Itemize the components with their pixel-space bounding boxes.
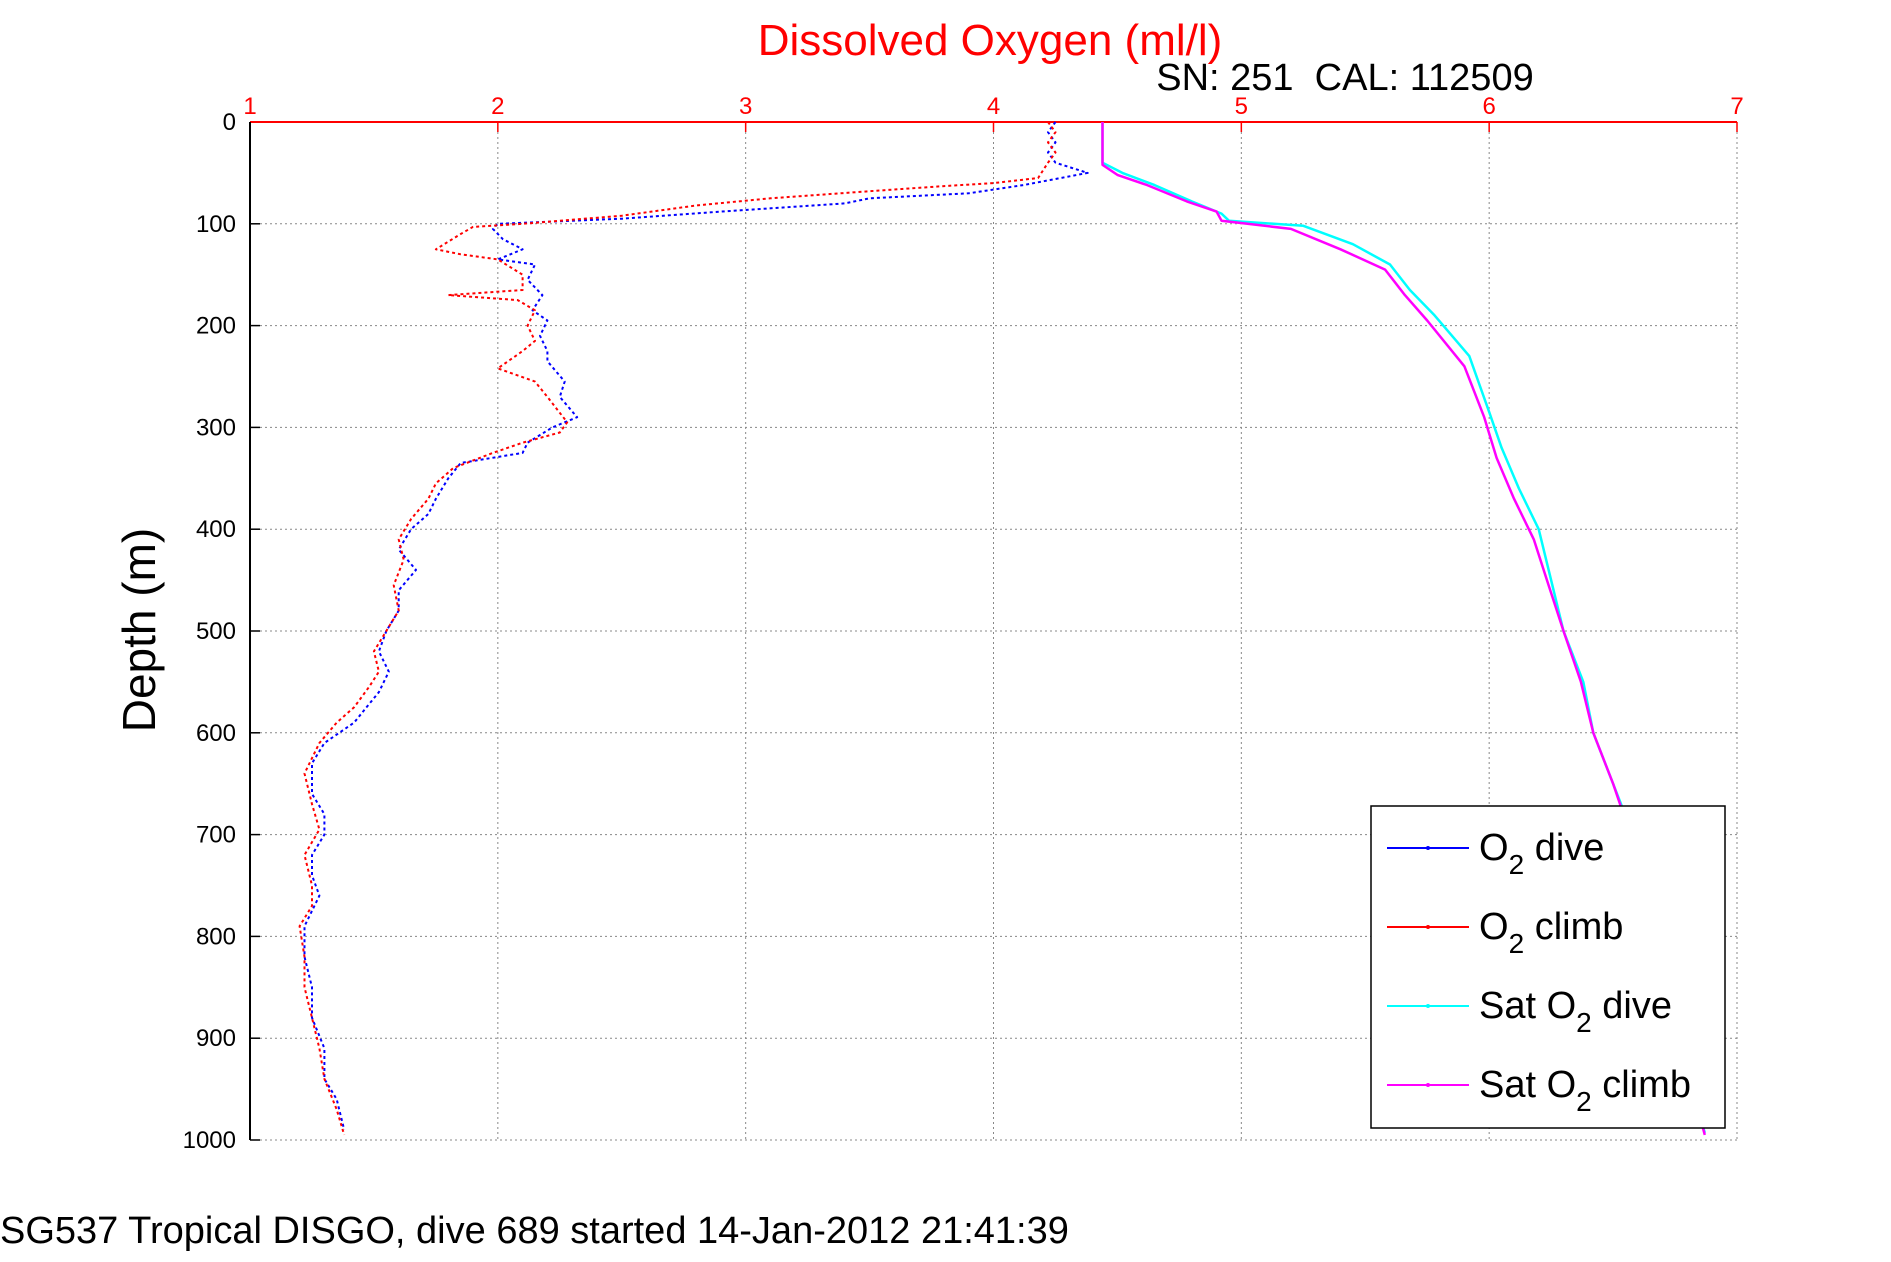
legend-marker <box>1426 925 1430 929</box>
legend-marker <box>1426 1004 1430 1008</box>
y-axis-label: Depth (m) <box>113 528 165 732</box>
legend-marker <box>1426 846 1430 850</box>
y-tick-label: 900 <box>196 1025 236 1052</box>
y-tick-label: 600 <box>196 720 236 747</box>
y-tick-label: 0 <box>223 109 236 136</box>
chart-subtitle: SN: 251 CAL: 112509 <box>1156 57 1533 99</box>
x-tick-label: 7 <box>1730 93 1743 120</box>
series-line <box>303 121 1089 1131</box>
y-tick-label: 100 <box>196 211 236 238</box>
y-tick-label: 500 <box>196 618 236 645</box>
legend-label: Sat O2 climb <box>1479 1064 1691 1117</box>
axes: 1 2 3 4 5 6 7 0 100 200 300 400 500 600 700 800 900 1000 <box>183 93 1744 1154</box>
legend-box <box>1370 805 1726 1129</box>
chart-footer: SG537 Tropical DISGO, dive 689 started 1… <box>0 1210 1069 1252</box>
legend-label: O2 dive <box>1479 827 1604 880</box>
legend-label: O2 climb <box>1479 906 1623 959</box>
y-tick-label: 700 <box>196 822 236 849</box>
x-tick-label: 3 <box>739 93 752 120</box>
legend: O2 dive O2 climb Sat O2 dive Sat O2 climb <box>1370 805 1726 1129</box>
y-tick-label: 800 <box>196 923 236 950</box>
y-tick-label: 400 <box>196 516 236 543</box>
y-tick-label: 300 <box>196 414 236 441</box>
legend-marker <box>1426 1083 1430 1087</box>
x-tick-label: 5 <box>1235 93 1248 120</box>
x-tick-label: 4 <box>987 93 1000 120</box>
series-line <box>298 121 1057 1136</box>
legend-label: Sat O2 dive <box>1479 985 1672 1038</box>
y-tick-label: 200 <box>196 313 236 340</box>
x-tick-label: 6 <box>1482 93 1495 120</box>
y-tick-label: 1000 <box>183 1127 236 1154</box>
x-tick-label: 1 <box>243 93 256 120</box>
x-tick-label: 2 <box>491 93 504 120</box>
chart-title: Dissolved Oxygen (ml/l) <box>758 16 1223 65</box>
